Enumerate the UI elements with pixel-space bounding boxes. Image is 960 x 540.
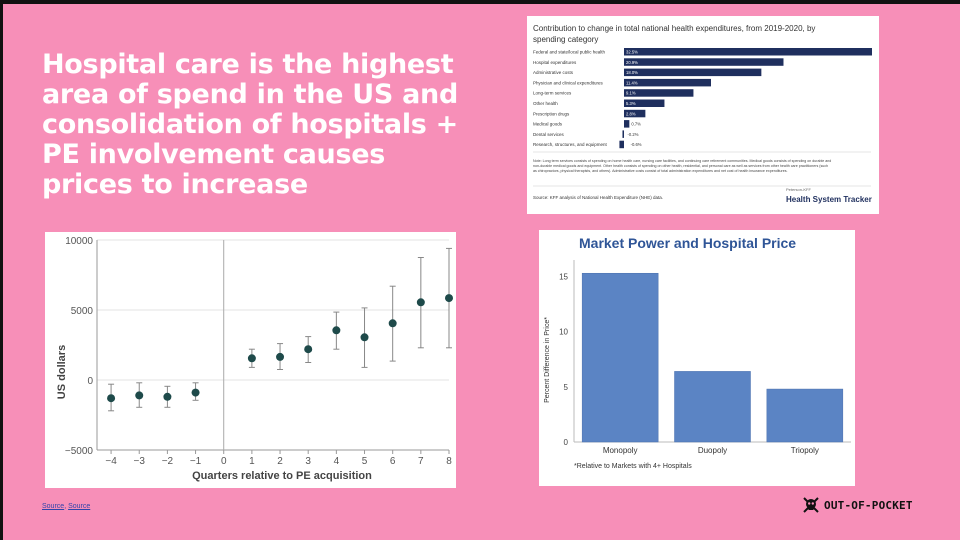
market-power-y-tick-label: 10 <box>559 328 568 337</box>
pe-point <box>304 345 313 354</box>
nhe-value-label: 11.4% <box>626 80 638 85</box>
market-power-footnote: *Relative to Markets with 4+ Hospitals <box>574 463 692 470</box>
market-power-category-label: Triopoly <box>791 446 819 455</box>
pe-y-tick-label: 10000 <box>65 236 93 247</box>
pe-point <box>163 392 172 401</box>
top-border <box>0 0 960 4</box>
nhe-category-label: Hospital expenditures <box>533 60 577 65</box>
pe-y-tick-label: 0 <box>87 376 93 387</box>
nhe-bar <box>619 140 624 149</box>
pe-x-tick-label: 4 <box>334 456 340 467</box>
market-power-title: Market Power and Hospital Price <box>579 235 796 251</box>
market-power-bar <box>766 388 844 443</box>
nhe-bar <box>624 68 762 77</box>
pe-x-tick-label: 0 <box>221 456 227 467</box>
pe-y-tick-label: 5000 <box>71 306 94 317</box>
market-power-chart-panel: Market Power and Hospital Price 15 10 5 0 M… <box>539 230 855 486</box>
nhe-value-label: -0.6% <box>631 142 642 147</box>
market-power-bar <box>674 371 751 443</box>
nhe-category-label: Federal and state/local public health <box>533 50 606 55</box>
nhe-category-label: Prescription drugs <box>533 111 570 116</box>
nhe-chart-title: Contribution to change in total national… <box>533 24 818 44</box>
pe-x-tick-label: 7 <box>418 456 424 467</box>
pe-point <box>388 319 397 328</box>
source-links: Source, Source <box>42 503 90 510</box>
nhe-note: Note: Long term services consists of spe… <box>533 159 831 173</box>
pe-x-tick-label: 3 <box>305 456 311 467</box>
nhe-bar <box>624 58 784 66</box>
market-power-y-tick-label: 5 <box>564 383 569 392</box>
nhe-category-label: Other health <box>533 101 558 106</box>
source-link-1[interactable]: Source <box>42 503 65 510</box>
pe-x-tick-label: 5 <box>362 456 368 467</box>
nhe-value-label: 20.9% <box>626 60 638 65</box>
slide-headline: Hospital care is the highest area of spe… <box>42 49 458 200</box>
pe-point <box>247 354 256 363</box>
nhe-value-label: -0.2% <box>628 132 639 137</box>
market-power-chart: Market Power and Hospital Price 15 10 5 0 M… <box>544 235 851 470</box>
out-of-pocket-logo: OUT-OF-POCKET <box>802 496 913 514</box>
pe-x-tick-label: 2 <box>277 456 283 467</box>
nhe-value-label: 5.3% <box>626 101 636 106</box>
nhe-value-label: 2.8% <box>626 111 636 116</box>
pe-x-tick-label: −3 <box>134 456 146 467</box>
logo-text: OUT-OF-POCKET <box>824 498 913 512</box>
nhe-source: Source: KFF analysis of National Health … <box>533 195 663 200</box>
market-power-y-tick-label: 15 <box>559 273 568 282</box>
pe-x-tick-label: −4 <box>105 456 117 467</box>
pe-x-tick-label: 8 <box>446 456 452 467</box>
nhe-category-label: Dental services <box>533 132 565 137</box>
pe-point <box>445 294 453 303</box>
market-power-category-label: Monopoly <box>603 446 638 455</box>
source-link-2[interactable]: Source <box>68 503 91 510</box>
pe-point <box>135 391 144 400</box>
nhe-category-label: Medical goods <box>533 122 563 127</box>
nhe-bar <box>624 120 630 128</box>
market-power-category-label: Duopoly <box>698 446 727 455</box>
pe-chart-panel: 10000 5000 0 −5000 −4 −3 −2 −1 0 1 2 3 4 5 6 7 8 US doll… <box>45 232 456 488</box>
nhe-brand: Health System Tracker <box>786 195 872 204</box>
pe-y-tick-label: −5000 <box>65 446 94 457</box>
nhe-bar <box>622 130 624 138</box>
nhe-bar <box>624 99 665 107</box>
left-border <box>0 0 3 540</box>
nhe-value-label: 0.7% <box>631 122 641 127</box>
nhe-bar <box>624 48 872 56</box>
pe-x-axis-label: Quarters relative to PE acquisition <box>192 470 372 482</box>
pe-point <box>332 326 341 335</box>
nhe-category-label: Research, structures, and equipment <box>533 142 608 147</box>
nhe-bar <box>624 109 646 118</box>
pe-x-tick-label: 1 <box>249 456 255 467</box>
pe-x-tick-label: −1 <box>190 456 202 467</box>
nhe-category-label: Long-term services <box>533 91 572 96</box>
pe-x-tick-label: −2 <box>162 456 174 467</box>
pe-point <box>191 388 200 397</box>
pe-chart: 10000 5000 0 −5000 −4 −3 −2 −1 0 1 2 3 4 5 6 7 8 US doll… <box>56 236 453 482</box>
nhe-category-label: Administrative costs <box>533 70 574 75</box>
pe-x-tick-label: 6 <box>390 456 396 467</box>
nhe-category-label: Physician and clinical expenditures <box>533 80 604 85</box>
source-separator: , <box>64 503 69 510</box>
skull-crossbones-icon <box>803 497 819 513</box>
pe-point <box>416 298 425 307</box>
nhe-value-label: 32.5% <box>626 50 638 55</box>
nhe-value-label: 9.1% <box>626 91 636 96</box>
nhe-value-label: 18.0% <box>626 70 638 75</box>
nhe-bar <box>624 89 694 97</box>
pe-point <box>276 352 285 361</box>
nhe-brand-small: Peterson-KFF <box>786 187 811 192</box>
pe-point <box>360 333 369 342</box>
nhe-chart: Contribution to change in total national… <box>533 24 872 204</box>
pe-y-axis-label: US dollars <box>56 345 68 399</box>
nhe-chart-panel: Contribution to change in total national… <box>527 16 879 214</box>
market-power-bar <box>581 272 659 443</box>
nhe-bar <box>624 78 711 87</box>
pe-point <box>107 394 116 403</box>
market-power-y-tick-label: 0 <box>564 438 569 447</box>
market-power-y-axis-label: Percent Difference in Price* <box>544 317 551 403</box>
